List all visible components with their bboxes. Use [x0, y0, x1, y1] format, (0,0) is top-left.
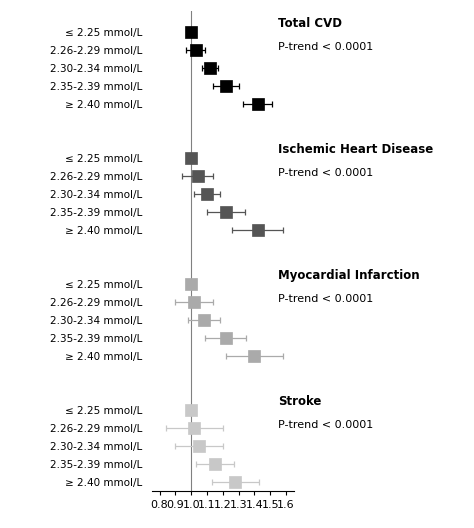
- Text: Total CVD: Total CVD: [278, 17, 342, 30]
- Text: P-trend < 0.0001: P-trend < 0.0001: [278, 42, 374, 52]
- Text: Ischemic Heart Disease: Ischemic Heart Disease: [278, 143, 433, 156]
- Text: P-trend < 0.0001: P-trend < 0.0001: [278, 420, 374, 430]
- Text: P-trend < 0.0001: P-trend < 0.0001: [278, 294, 374, 304]
- Text: Stroke: Stroke: [278, 395, 321, 408]
- Text: P-trend < 0.0001: P-trend < 0.0001: [278, 168, 374, 178]
- Text: Myocardial Infarction: Myocardial Infarction: [278, 269, 419, 282]
